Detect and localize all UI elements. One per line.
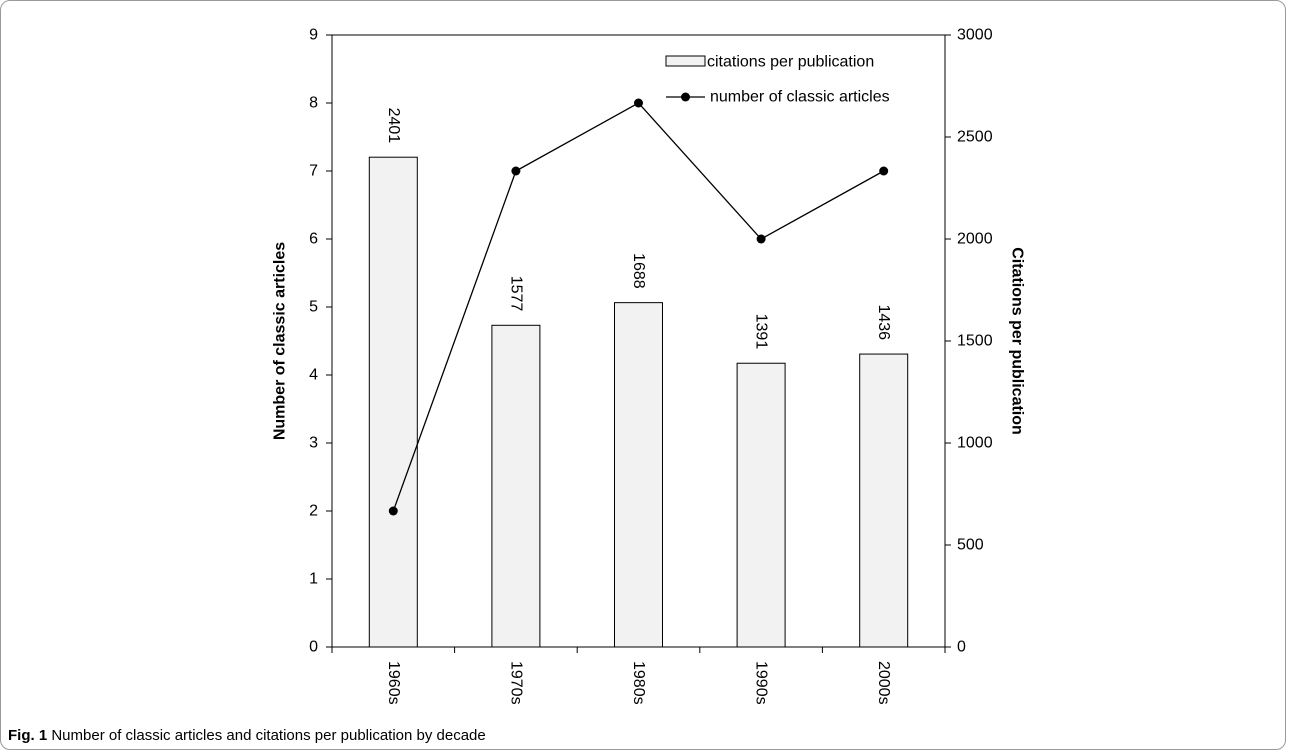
right-tick-label-3000: 3000 <box>957 27 993 44</box>
y-axis-title-left: Number of classic articles <box>272 242 289 440</box>
bar-1990s <box>736 362 786 648</box>
legend: citations per publication number of class… <box>665 54 890 106</box>
data-label-2000s: 1436 <box>875 304 892 340</box>
line-layer <box>388 98 889 516</box>
left-tick-label-7: 7 <box>309 163 318 180</box>
left-tick-label-9: 9 <box>309 27 318 44</box>
figure-number: Fig. 1 <box>8 727 48 744</box>
bar-2000s <box>859 353 909 648</box>
line-point-2000s <box>879 166 889 176</box>
data-label-1980s: 1688 <box>630 253 647 289</box>
legend-label-citations-per-publication: citations per publication <box>707 54 874 71</box>
right-tick-label-2500: 2500 <box>957 129 993 146</box>
line-point-1990s <box>756 234 766 244</box>
x-tick-label-1960s: 1960s <box>385 661 402 705</box>
bar-1970s <box>491 324 541 648</box>
line-point-1960s <box>388 506 398 516</box>
data-label-1970s: 1577 <box>507 276 524 312</box>
left-tick-label-2: 2 <box>309 503 318 520</box>
data-label-1990s: 1391 <box>753 314 770 350</box>
right-tick-label-1000: 1000 <box>957 435 993 452</box>
legend-label-number-of-classic-articles: number of classic articles <box>710 89 890 106</box>
x-tick-label-1980s: 1980s <box>630 661 647 705</box>
left-tick-label-6: 6 <box>309 231 318 248</box>
figure-caption: Fig. 1 Number of classic articles and ci… <box>8 727 486 744</box>
right-tick-label-1500: 1500 <box>957 333 993 350</box>
legend-swatch-marker <box>681 92 690 102</box>
data-labels-layer: 2401 1577 1688 1391 1436 <box>385 108 892 350</box>
left-tick-label-1: 1 <box>309 571 318 588</box>
left-tick-label-3: 3 <box>309 435 318 452</box>
x-tick-label-2000s: 2000s <box>875 661 892 705</box>
left-tick-label-5: 5 <box>309 299 318 316</box>
axes-layer: 0 1 2 3 4 5 6 7 8 9 0 500 1000 1500 2000 2500 3000 1960s 1… <box>272 27 1026 705</box>
right-tick-label-500: 500 <box>957 537 984 554</box>
legend-swatch-bar <box>665 55 706 67</box>
left-tick-label-0: 0 <box>309 639 318 656</box>
data-label-1960s: 2401 <box>385 108 402 144</box>
y-axis-title-right: Citations per publication <box>1009 247 1026 435</box>
left-tick-label-8: 8 <box>309 95 318 112</box>
x-tick-label-1990s: 1990s <box>753 661 770 705</box>
right-tick-label-0: 0 <box>957 639 966 656</box>
right-tick-label-2000: 2000 <box>957 231 993 248</box>
left-tick-label-4: 4 <box>309 367 318 384</box>
figure-caption-text: Number of classic articles and citations… <box>51 727 486 744</box>
line-point-1980s <box>634 98 643 108</box>
bar-1960s <box>368 156 418 648</box>
x-tick-label-1970s: 1970s <box>507 661 524 705</box>
bars-layer <box>368 156 909 648</box>
line-point-1970s <box>511 166 521 176</box>
bar-1980s <box>614 302 663 648</box>
